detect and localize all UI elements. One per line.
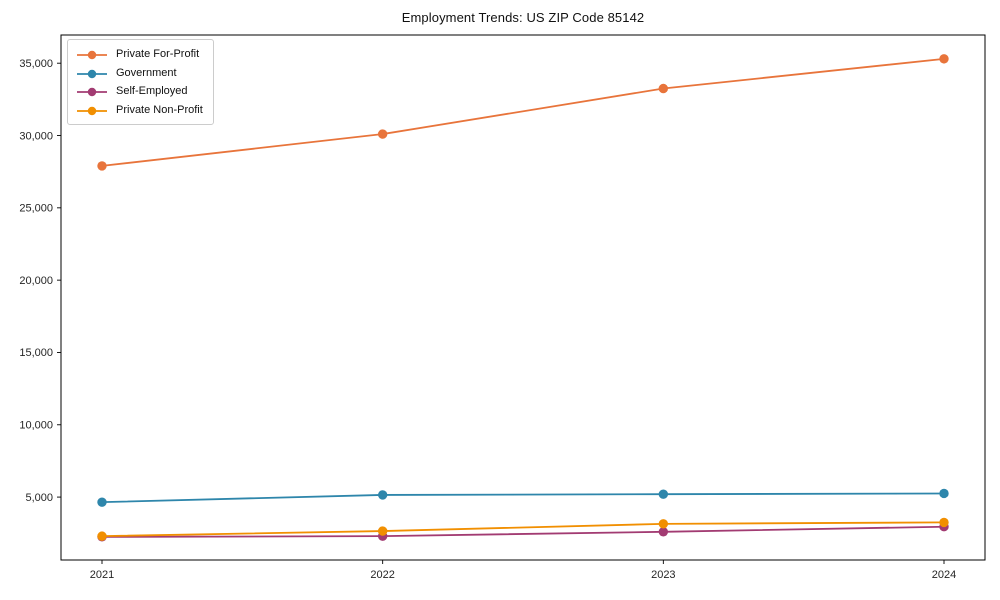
series-marker-private-for-profit — [939, 54, 949, 64]
legend-label-self-employed: Self-Employed — [116, 85, 188, 98]
legend-label-private-for-profit: Private For-Profit — [116, 48, 200, 61]
series-marker-private-for-profit — [377, 129, 388, 139]
series-marker-self-employed — [658, 527, 669, 537]
series-marker-private-non-profit — [658, 519, 669, 529]
legend-item-private-for-profit: Private For-Profit — [77, 45, 203, 64]
axes-frame — [60, 34, 986, 561]
y-tick-label: 10,000 — [19, 420, 53, 432]
series-marker-government — [658, 489, 669, 499]
x-tick-label: 2023 — [651, 569, 675, 581]
series-marker-government — [97, 497, 107, 507]
y-tick-label: 20,000 — [19, 275, 53, 287]
legend-label-private-non-profit: Private Non-Profit — [116, 103, 203, 116]
y-tick-label: 25,000 — [19, 203, 53, 215]
legend-swatch-self-employed — [77, 85, 107, 97]
series-marker-private-non-profit — [377, 526, 388, 536]
legend-label-government: Government — [116, 66, 177, 79]
y-tick-label: 35,000 — [19, 58, 53, 70]
legend-swatch-private-for-profit — [77, 48, 107, 60]
y-tick-label: 30,000 — [19, 130, 53, 142]
series-marker-government — [939, 488, 949, 499]
series-line-self-employed — [101, 525, 945, 538]
series-marker-private-for-profit — [658, 83, 669, 94]
legend: Private For-Profit Government Self-Employe… — [67, 39, 214, 125]
legend-swatch-government — [77, 67, 107, 79]
legend-item-self-employed: Self-Employed — [77, 82, 203, 101]
series-line-private-non-profit — [101, 521, 945, 538]
x-tick-label: 2024 — [932, 569, 956, 581]
y-tick-label: 5,000 — [25, 492, 53, 504]
series-marker-private-non-profit — [97, 531, 107, 541]
series-line-government — [101, 492, 945, 504]
chart-title: Employment Trends: US ZIP Code 85142 — [401, 10, 645, 25]
legend-item-private-non-profit: Private Non-Profit — [77, 101, 203, 120]
x-tick-label: 2021 — [90, 569, 114, 581]
series-marker-private-non-profit — [939, 517, 949, 528]
series-marker-private-for-profit — [97, 161, 107, 171]
y-tick-label: 15,000 — [19, 347, 53, 359]
legend-item-government: Government — [77, 64, 203, 83]
legend-swatch-private-non-profit — [77, 104, 107, 116]
series-marker-government — [377, 490, 388, 500]
x-tick-label: 2022 — [370, 569, 394, 581]
series-line-private-for-profit — [101, 57, 945, 167]
